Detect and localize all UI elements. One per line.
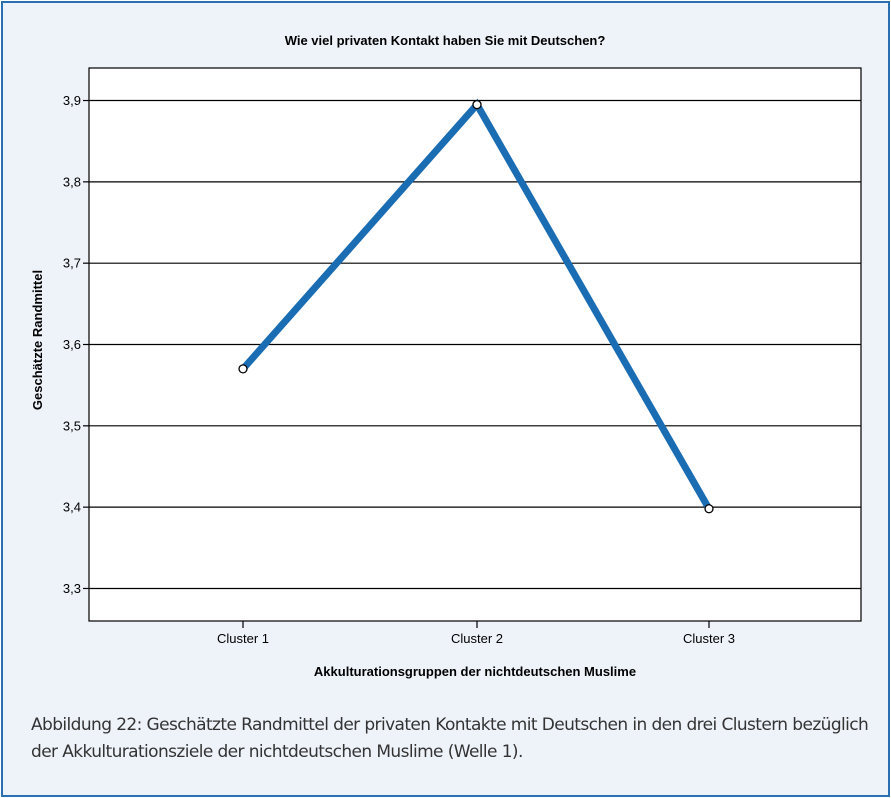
y-tick-label: 3,8 <box>63 174 81 189</box>
x-tick-label: Cluster 1 <box>217 631 269 646</box>
data-point <box>704 504 714 514</box>
y-tick-label: 3,7 <box>63 256 81 271</box>
figure-caption: Abbildung 22: Geschätzte Randmittel der … <box>31 715 869 762</box>
y-tick-label: 3,9 <box>63 93 81 108</box>
y-tick-label: 3,5 <box>63 418 81 433</box>
data-point <box>472 99 482 110</box>
y-tick-label: 3,6 <box>63 337 81 352</box>
y-ticks: 3,3 3,4 3,5 3,6 3,7 3,8 3,9 <box>63 93 89 596</box>
x-axis-title: Akkulturationsgruppen der nichtdeutschen… <box>314 664 636 679</box>
chart: 3,3 3,4 3,5 3,6 3,7 3,8 3,9 Cluster 1 Cluster 2… <box>30 33 862 679</box>
x-tick-label: Cluster 2 <box>451 631 503 646</box>
data-point <box>238 364 248 374</box>
y-tick-label: 3,3 <box>63 581 81 596</box>
y-tick-label: 3,4 <box>63 500 81 515</box>
x-ticks: Cluster 1 Cluster 2 Cluster 3 <box>217 621 735 646</box>
x-tick-label: Cluster 3 <box>683 631 735 646</box>
y-axis-title: Geschätzte Randmittel <box>30 270 45 410</box>
series <box>238 98 714 514</box>
chart-title: Wie viel privaten Kontakt haben Sie mit … <box>285 33 606 48</box>
